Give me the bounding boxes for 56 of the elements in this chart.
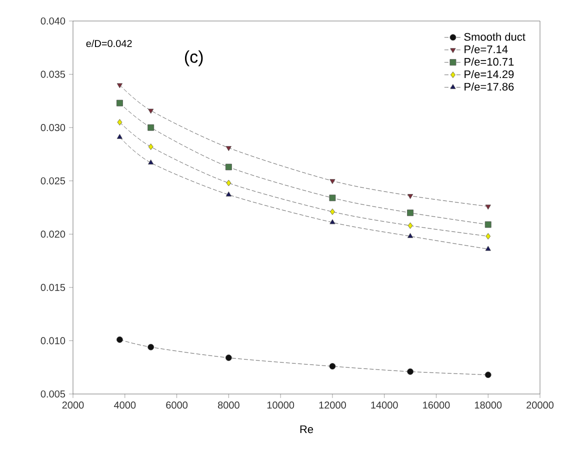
- point: [116, 83, 122, 88]
- y-tick-label: 0.040: [40, 17, 66, 25]
- point: [148, 160, 154, 164]
- y-tick-label: 0.025: [40, 177, 66, 184]
- point: [148, 108, 154, 114]
- point: [116, 134, 122, 139]
- point: [329, 194, 336, 202]
- point: [330, 219, 336, 224]
- x-tick-label: 16000: [423, 402, 450, 409]
- point: [484, 372, 492, 378]
- point: [329, 363, 336, 370]
- legend-label: P/e=17.86: [464, 82, 514, 91]
- point: [148, 124, 154, 131]
- x-axis-title: Re: [300, 425, 314, 434]
- x-tick-label: 8000: [218, 402, 240, 409]
- x-tick-label: 18000: [474, 402, 502, 409]
- point: [116, 100, 123, 106]
- annotation: (c): [184, 50, 203, 66]
- point: [116, 336, 123, 343]
- x-tick-label: 14000: [371, 402, 398, 409]
- point: [226, 146, 232, 152]
- x-tick-label: 10000: [267, 402, 294, 409]
- x-tick-label: 4000: [114, 402, 136, 409]
- point: [226, 192, 232, 196]
- point: [148, 344, 154, 350]
- x-tick-label: 2000: [62, 402, 84, 409]
- point: [407, 194, 414, 199]
- point: [226, 180, 232, 186]
- point: [408, 222, 413, 229]
- y-tick-label: 0.010: [40, 337, 66, 344]
- point: [225, 164, 232, 170]
- y-tick-label: 0.015: [40, 284, 66, 291]
- x-tick-label: 6000: [166, 402, 188, 409]
- point: [330, 179, 336, 184]
- point: [225, 354, 232, 361]
- legend-label: P/e=10.71: [464, 58, 514, 66]
- point: [486, 233, 491, 240]
- y-tick-label: 0.030: [40, 124, 66, 132]
- y-tick-label: 0.005: [40, 390, 66, 398]
- legend-label: Smooth duct: [464, 32, 526, 41]
- y-tick-label: 0.035: [40, 70, 66, 78]
- x-tick-label: 12000: [319, 402, 346, 409]
- point: [485, 246, 491, 251]
- annotation: e/D=0.042: [86, 40, 132, 48]
- point: [407, 210, 414, 216]
- point: [485, 204, 491, 210]
- point: [407, 233, 414, 238]
- legend-label: P/e=7.14: [464, 45, 508, 54]
- point: [117, 119, 122, 126]
- point: [148, 144, 154, 150]
- y-tick-label: 0.020: [40, 230, 66, 238]
- point: [484, 221, 492, 228]
- x-tick-label: 20000: [526, 402, 554, 409]
- point: [330, 208, 335, 215]
- point: [407, 368, 414, 375]
- legend-label: P/e=14.29: [464, 70, 514, 78]
